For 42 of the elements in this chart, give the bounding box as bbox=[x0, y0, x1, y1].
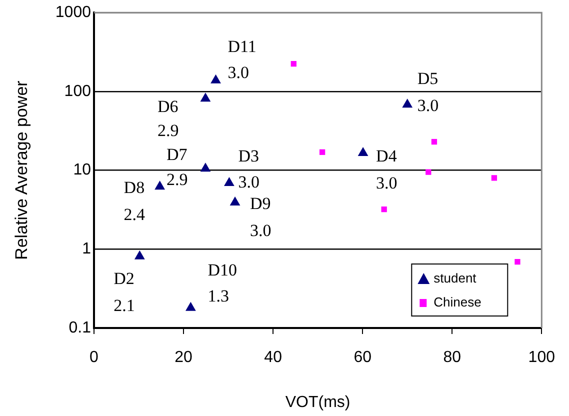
point bbox=[185, 302, 196, 311]
x-tick-label: 60 bbox=[354, 349, 372, 366]
annotation: D11 3.0 bbox=[228, 36, 256, 82]
annotation: D4 3.0 bbox=[376, 146, 398, 192]
y-tick-label: 100 bbox=[64, 82, 92, 100]
annotation: D9 3.0 bbox=[250, 194, 272, 240]
y-tick-label: 0.1 bbox=[68, 319, 92, 336]
x-tick-label: 20 bbox=[174, 349, 193, 366]
y-tick-label: 1 bbox=[82, 240, 92, 258]
point bbox=[514, 259, 520, 265]
point bbox=[200, 92, 211, 102]
y-tick-label: 1000 bbox=[55, 4, 92, 22]
point bbox=[402, 98, 413, 108]
x-tick-label: 80 bbox=[443, 349, 462, 366]
y-tick-label: 10 bbox=[73, 162, 92, 179]
point bbox=[491, 175, 498, 181]
y-axis-title: Relative Average power bbox=[12, 80, 31, 260]
x-tick-label: 40 bbox=[264, 349, 282, 366]
point bbox=[426, 169, 432, 175]
point bbox=[200, 162, 211, 172]
point bbox=[154, 180, 165, 190]
x-tick-label: 0 bbox=[90, 349, 99, 366]
annotation: D7 2.9 bbox=[166, 145, 188, 190]
annotation: D6 2.9 bbox=[157, 97, 179, 140]
point bbox=[134, 250, 145, 260]
annotation: D10 1.3 bbox=[208, 260, 237, 306]
legend-label: Chinese bbox=[434, 294, 482, 310]
point bbox=[358, 146, 368, 156]
point bbox=[290, 61, 296, 67]
point bbox=[224, 177, 234, 186]
x-axis-title: VOT(ms) bbox=[285, 394, 350, 411]
x-tick-label: 100 bbox=[528, 349, 556, 366]
point bbox=[210, 74, 221, 84]
point bbox=[230, 196, 240, 206]
point bbox=[319, 149, 326, 155]
annotation: D2 2.1 bbox=[114, 268, 135, 315]
legend-label: student bbox=[434, 270, 477, 286]
point bbox=[431, 138, 438, 145]
annotation: D8 2.4 bbox=[124, 178, 146, 224]
annotation: D3 3.0 bbox=[238, 146, 260, 192]
point bbox=[381, 206, 387, 212]
annotation: D5 3.0 bbox=[417, 69, 439, 116]
